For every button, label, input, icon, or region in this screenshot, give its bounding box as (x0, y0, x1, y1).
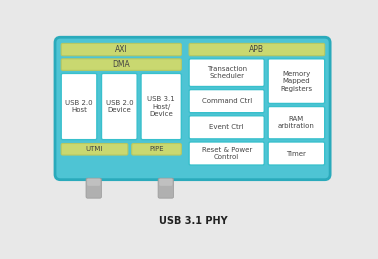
FancyBboxPatch shape (189, 59, 264, 87)
Text: RAM
arbitration: RAM arbitration (278, 116, 315, 130)
FancyBboxPatch shape (141, 74, 181, 140)
Text: APB: APB (249, 45, 264, 54)
Text: AXI: AXI (115, 45, 128, 54)
Text: Command Ctrl: Command Ctrl (201, 98, 252, 104)
Text: USB 2.0
Device: USB 2.0 Device (105, 100, 133, 113)
FancyBboxPatch shape (158, 178, 174, 198)
FancyBboxPatch shape (159, 178, 172, 186)
FancyBboxPatch shape (61, 44, 181, 56)
FancyBboxPatch shape (102, 74, 137, 140)
Text: Timer: Timer (287, 150, 306, 156)
Text: USB 3.1
Host/
Device: USB 3.1 Host/ Device (147, 96, 175, 117)
FancyBboxPatch shape (189, 44, 325, 56)
FancyBboxPatch shape (87, 178, 100, 186)
Text: USB 2.0
Host: USB 2.0 Host (65, 100, 93, 113)
FancyBboxPatch shape (268, 106, 325, 139)
FancyBboxPatch shape (189, 142, 264, 165)
Text: PIPE: PIPE (149, 146, 164, 152)
Text: Transaction
Scheduler: Transaction Scheduler (207, 66, 247, 80)
FancyBboxPatch shape (61, 143, 128, 155)
FancyBboxPatch shape (132, 143, 181, 155)
Text: Event Ctrl: Event Ctrl (209, 124, 244, 130)
FancyBboxPatch shape (189, 116, 264, 139)
FancyBboxPatch shape (189, 90, 264, 113)
FancyBboxPatch shape (268, 142, 325, 165)
Text: USB 3.1 PHY: USB 3.1 PHY (160, 216, 228, 226)
FancyBboxPatch shape (61, 74, 97, 140)
FancyBboxPatch shape (86, 178, 102, 198)
Text: DMA: DMA (112, 60, 130, 69)
Text: Reset & Power
Control: Reset & Power Control (201, 147, 252, 160)
FancyBboxPatch shape (268, 59, 325, 103)
FancyBboxPatch shape (61, 59, 181, 70)
FancyBboxPatch shape (55, 37, 330, 180)
Text: UTMI: UTMI (86, 146, 103, 152)
Text: Memory
Mapped
Registers: Memory Mapped Registers (280, 71, 313, 92)
